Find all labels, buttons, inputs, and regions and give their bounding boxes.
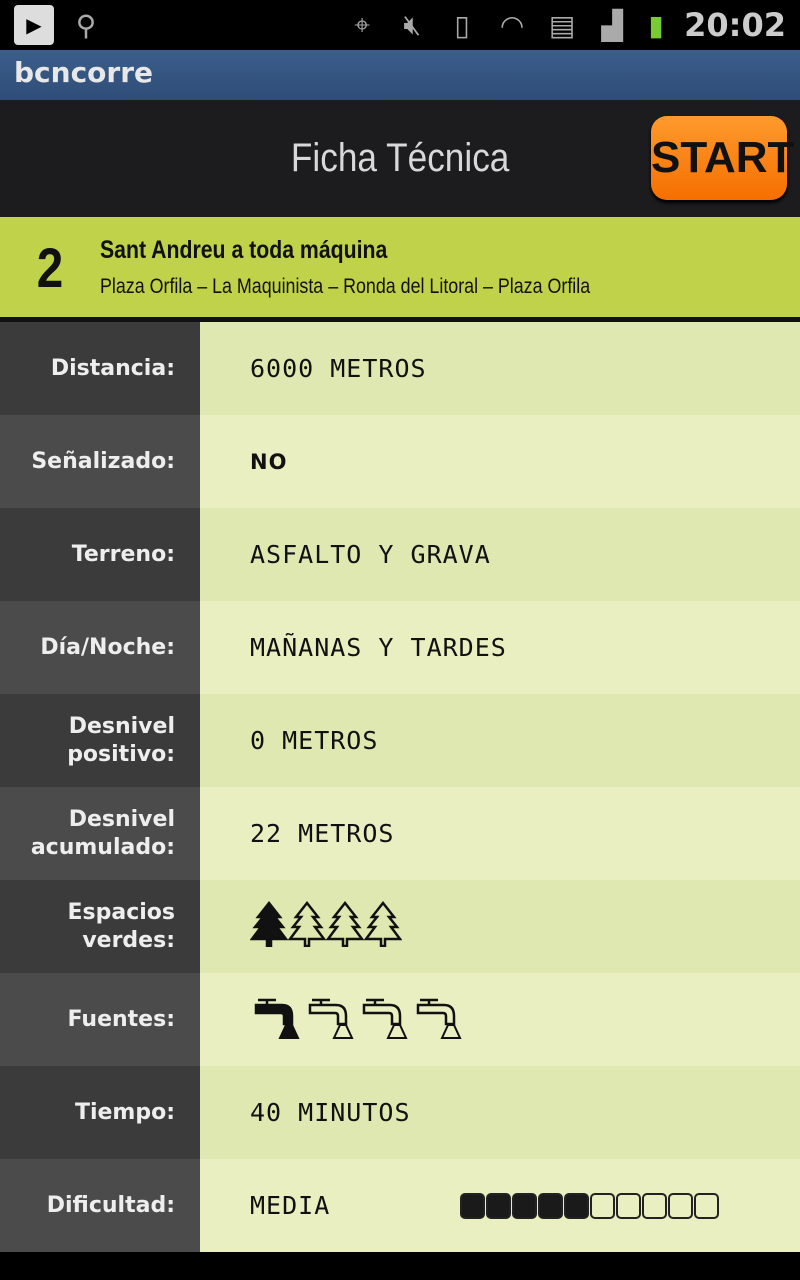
detail-value: 0 METROS [200, 694, 800, 787]
difficulty-cell [460, 1192, 486, 1219]
clock: 20:02 [684, 6, 786, 44]
mute-icon: 🔇︎ [403, 8, 421, 40]
detail-row: Terreno: ASFALTO Y GRAVA [0, 508, 800, 601]
difficulty-cell [512, 1192, 538, 1219]
detail-value: 40 MINUTOS [200, 1066, 800, 1159]
difficulty-cell [668, 1192, 694, 1219]
detail-row: Distancia: 6000 METROS [0, 322, 800, 415]
details-table: Distancia: 6000 METROS Señalizado: NO Terren… [0, 322, 800, 1252]
detail-label: Dificultad: [0, 1159, 200, 1252]
gps-icon: ⌖ [354, 8, 371, 40]
detail-value: 6000 METROS [200, 322, 800, 415]
fountain-tap-icon [250, 994, 304, 1046]
value-text: ASFALTO Y GRAVA [250, 540, 491, 569]
header: Ficha Técnica START [0, 100, 800, 217]
route-name: Sant Andreu a toda máquina [100, 235, 388, 264]
difficulty-cell [590, 1192, 616, 1219]
detail-value [200, 880, 800, 973]
status-bar: ▶ ⚲ ⌖ 🔇︎ ▯ ◠ ▤ ▟ ▮ 20:02 [0, 0, 800, 50]
route-banner: 2 Sant Andreu a toda máquina Plaza Orfil… [0, 217, 800, 322]
detail-label: Distancia: [0, 322, 200, 415]
fountain-tap-icon [358, 994, 412, 1046]
start-button[interactable]: START [651, 116, 794, 200]
sd-card-icon: ▤ [548, 9, 576, 41]
detail-label: Espacios verdes: [0, 880, 200, 973]
tree-icon [249, 900, 289, 953]
detail-row: Desnivel acumulado: 22 METROS [0, 787, 800, 880]
tree-icon [287, 900, 327, 953]
difficulty-cell [564, 1192, 590, 1219]
fountain-tap-icon [412, 994, 466, 1046]
difficulty-cell [538, 1192, 564, 1219]
value-text: NO [250, 449, 288, 474]
difficulty-cell [486, 1192, 512, 1219]
detail-row: Dificultad: MEDIA [0, 1159, 800, 1252]
route-path: Plaza Orfila – La Maquinista – Ronda del… [100, 274, 591, 298]
detail-label: Fuentes: [0, 973, 200, 1066]
detail-label: Día/Noche: [0, 601, 200, 694]
battery-charging-icon: ▮ [648, 9, 664, 41]
difficulty-cell [642, 1192, 668, 1219]
detail-value [200, 973, 800, 1066]
detail-value: MEDIA [200, 1159, 800, 1252]
value-text: MAÑANAS Y TARDES [250, 633, 507, 662]
detail-value: MAÑANAS Y TARDES [200, 601, 800, 694]
difficulty-cell [616, 1192, 642, 1219]
detail-label: Desnivel acumulado: [0, 787, 200, 880]
fountain-tap-icon [304, 994, 358, 1046]
signal-icon: ▟ [601, 9, 623, 41]
value-text: 6000 METROS [250, 354, 427, 383]
detail-row: Tiempo: 40 MINUTOS [0, 1066, 800, 1159]
tree-icon [325, 900, 365, 953]
detail-label: Terreno: [0, 508, 200, 601]
page-title: Ficha Técnica [290, 136, 510, 180]
detail-label: Tiempo: [0, 1066, 200, 1159]
detail-row: Señalizado: NO [0, 415, 800, 508]
vibrate-icon: ▯ [454, 9, 470, 41]
value-text: MEDIA [250, 1191, 331, 1220]
value-text: 40 MINUTOS [250, 1098, 411, 1127]
tree-icon [363, 900, 403, 953]
detail-value: ASFALTO Y GRAVA [200, 508, 800, 601]
app-title: bcncorre [0, 50, 800, 100]
difficulty-cell [694, 1192, 720, 1219]
route-number: 2 [36, 235, 64, 299]
wifi-icon: ◠ [499, 9, 525, 41]
detail-value: 22 METROS [200, 787, 800, 880]
detail-row: Desnivel positivo: 0 METROS [0, 694, 800, 787]
detail-label: Desnivel positivo: [0, 694, 200, 787]
value-text: 0 METROS [250, 726, 379, 755]
detail-value: NO [200, 415, 800, 508]
detail-label: Señalizado: [0, 415, 200, 508]
detail-row: Día/Noche: MAÑANAS Y TARDES [0, 601, 800, 694]
detail-row: Fuentes: [0, 973, 800, 1066]
detail-row: Espacios verdes: [0, 880, 800, 973]
difficulty-meter [460, 1192, 720, 1219]
play-store-icon: ▶ [14, 5, 54, 45]
usb-icon: ⚲ [75, 9, 97, 41]
value-text: 22 METROS [250, 819, 395, 848]
